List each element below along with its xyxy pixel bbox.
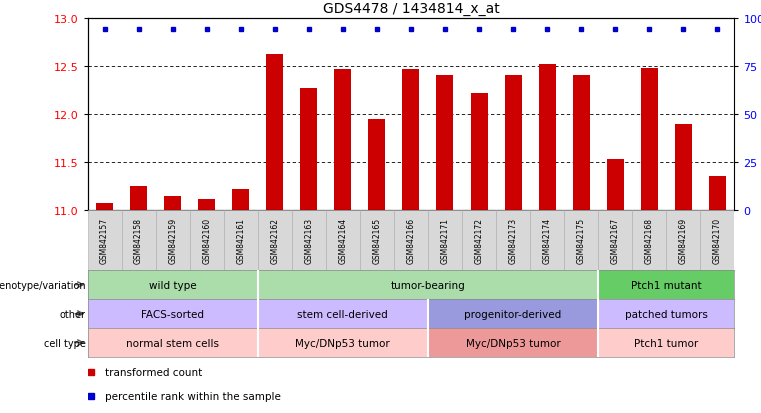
Bar bbox=[437, 76, 454, 211]
Text: normal stem cells: normal stem cells bbox=[126, 338, 219, 348]
Text: GSM842170: GSM842170 bbox=[713, 218, 722, 263]
Bar bbox=[539, 65, 556, 211]
FancyBboxPatch shape bbox=[326, 211, 360, 271]
FancyBboxPatch shape bbox=[428, 211, 462, 271]
Text: stem cell-derived: stem cell-derived bbox=[298, 309, 388, 319]
Bar bbox=[641, 69, 658, 211]
Bar bbox=[164, 196, 181, 211]
FancyBboxPatch shape bbox=[700, 211, 734, 271]
Bar bbox=[428, 328, 598, 357]
Text: Ptch1 mutant: Ptch1 mutant bbox=[631, 280, 702, 290]
Bar bbox=[258, 328, 428, 357]
Text: patched tumors: patched tumors bbox=[625, 309, 708, 319]
Bar bbox=[505, 76, 521, 211]
Bar bbox=[573, 76, 590, 211]
FancyBboxPatch shape bbox=[122, 211, 155, 271]
Text: GSM842175: GSM842175 bbox=[577, 218, 586, 263]
Text: GSM842158: GSM842158 bbox=[134, 218, 143, 263]
Text: GSM842166: GSM842166 bbox=[406, 218, 416, 263]
Text: tumor-bearing: tumor-bearing bbox=[390, 280, 465, 290]
Bar bbox=[88, 299, 258, 328]
Text: GSM842162: GSM842162 bbox=[270, 218, 279, 263]
Bar bbox=[88, 271, 258, 299]
FancyBboxPatch shape bbox=[496, 211, 530, 271]
Text: genotype/variation: genotype/variation bbox=[0, 280, 86, 290]
FancyBboxPatch shape bbox=[360, 211, 394, 271]
Text: GSM842172: GSM842172 bbox=[475, 218, 483, 263]
FancyBboxPatch shape bbox=[530, 211, 564, 271]
Text: GSM842174: GSM842174 bbox=[543, 218, 552, 263]
Text: GSM842160: GSM842160 bbox=[202, 218, 211, 263]
Text: GSM842171: GSM842171 bbox=[441, 218, 450, 263]
Text: cell type: cell type bbox=[44, 338, 86, 348]
FancyBboxPatch shape bbox=[598, 211, 632, 271]
FancyBboxPatch shape bbox=[291, 211, 326, 271]
Text: GSM842168: GSM842168 bbox=[645, 218, 654, 263]
Text: GSM842169: GSM842169 bbox=[679, 218, 688, 263]
Bar bbox=[258, 299, 428, 328]
Bar bbox=[675, 124, 692, 211]
FancyBboxPatch shape bbox=[632, 211, 667, 271]
FancyBboxPatch shape bbox=[564, 211, 598, 271]
FancyBboxPatch shape bbox=[667, 211, 700, 271]
Title: GDS4478 / 1434814_x_at: GDS4478 / 1434814_x_at bbox=[323, 2, 499, 16]
Text: percentile rank within the sample: percentile rank within the sample bbox=[105, 392, 281, 401]
Bar bbox=[301, 89, 317, 211]
Bar bbox=[403, 69, 419, 211]
Bar bbox=[258, 271, 598, 299]
FancyBboxPatch shape bbox=[394, 211, 428, 271]
Text: other: other bbox=[60, 309, 86, 319]
FancyBboxPatch shape bbox=[155, 211, 189, 271]
Text: GSM842157: GSM842157 bbox=[100, 218, 109, 263]
Text: GSM842159: GSM842159 bbox=[168, 218, 177, 263]
Bar bbox=[607, 160, 624, 211]
Bar bbox=[88, 328, 258, 357]
Bar bbox=[428, 299, 598, 328]
Text: GSM842173: GSM842173 bbox=[508, 218, 517, 263]
Text: GSM842161: GSM842161 bbox=[236, 218, 245, 263]
Bar bbox=[130, 187, 147, 211]
Text: wild type: wild type bbox=[149, 280, 196, 290]
FancyBboxPatch shape bbox=[88, 211, 122, 271]
Text: GSM842164: GSM842164 bbox=[339, 218, 347, 263]
FancyBboxPatch shape bbox=[462, 211, 496, 271]
Text: GSM842167: GSM842167 bbox=[611, 218, 619, 263]
Text: FACS-sorted: FACS-sorted bbox=[141, 309, 204, 319]
Bar bbox=[598, 328, 734, 357]
Bar bbox=[708, 177, 726, 211]
Bar bbox=[266, 55, 283, 211]
Bar bbox=[598, 299, 734, 328]
Text: GSM842165: GSM842165 bbox=[372, 218, 381, 263]
Bar bbox=[198, 199, 215, 211]
Bar bbox=[470, 93, 488, 211]
Text: progenitor-derived: progenitor-derived bbox=[464, 309, 562, 319]
Text: Myc/DNp53 tumor: Myc/DNp53 tumor bbox=[466, 338, 560, 348]
Bar bbox=[96, 204, 113, 211]
Text: Ptch1 tumor: Ptch1 tumor bbox=[634, 338, 699, 348]
Text: GSM842163: GSM842163 bbox=[304, 218, 314, 263]
Text: Myc/DNp53 tumor: Myc/DNp53 tumor bbox=[295, 338, 390, 348]
Bar bbox=[368, 119, 385, 211]
FancyBboxPatch shape bbox=[224, 211, 258, 271]
Bar bbox=[598, 271, 734, 299]
FancyBboxPatch shape bbox=[258, 211, 291, 271]
Text: transformed count: transformed count bbox=[105, 367, 202, 377]
Bar bbox=[232, 190, 250, 211]
Bar bbox=[334, 69, 352, 211]
FancyBboxPatch shape bbox=[189, 211, 224, 271]
